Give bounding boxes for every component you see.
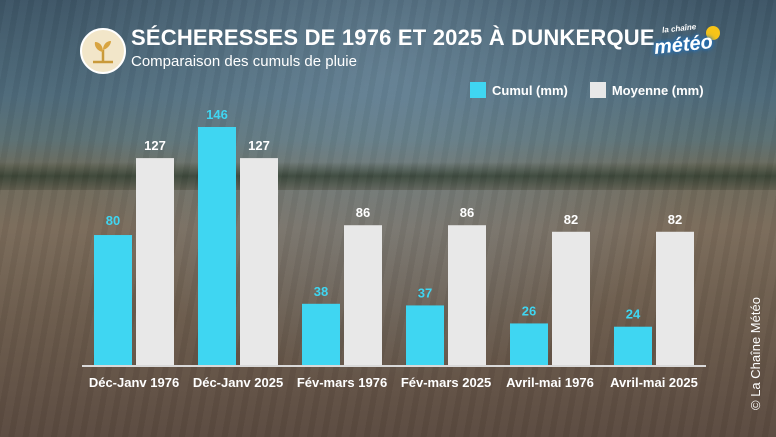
page-subtitle: Comparaison des cumuls de pluie	[131, 53, 357, 70]
page-title: SÉCHERESSES DE 1976 ET 2025 À DUNKERQUE	[131, 25, 655, 50]
legend-swatch-cumul	[470, 82, 486, 98]
data-label-cumul: 146	[206, 107, 228, 122]
data-label-moyenne: 82	[564, 212, 578, 227]
bar-cumul	[94, 235, 132, 366]
copyright-credit: © La Chaîne Météo	[748, 297, 763, 410]
x-tick-label: Fév-mars 1976	[297, 375, 387, 390]
x-tick-label: Déc-Janv 1976	[89, 375, 179, 390]
bar-moyenne	[552, 231, 590, 366]
data-label-moyenne: 127	[144, 138, 166, 153]
x-tick-label: Fév-mars 2025	[401, 375, 491, 390]
data-label-moyenne: 127	[248, 138, 270, 153]
bar-moyenne	[240, 158, 278, 366]
data-label-cumul: 80	[106, 213, 120, 228]
legend-label-cumul: Cumul (mm)	[492, 82, 568, 98]
x-tick-label: Déc-Janv 2025	[193, 375, 283, 390]
chart-legend: Cumul (mm) Moyenne (mm)	[470, 82, 726, 98]
bar-moyenne	[344, 225, 382, 366]
data-label-moyenne: 82	[668, 212, 682, 227]
bar-moyenne	[136, 158, 174, 366]
bar-cumul	[302, 303, 340, 366]
bar-moyenne	[448, 225, 486, 366]
la-chaine-meteo-logo: la chaîne météo	[652, 22, 724, 66]
data-label-moyenne: 86	[356, 205, 370, 220]
data-label-moyenne: 86	[460, 205, 474, 220]
drought-plant-icon	[80, 28, 126, 74]
bar-cumul	[614, 326, 652, 366]
legend-swatch-moyenne	[589, 82, 606, 98]
data-label-cumul: 24	[626, 307, 641, 322]
bar-cumul	[198, 127, 236, 366]
background-treeline	[0, 162, 776, 190]
data-label-cumul: 37	[418, 285, 432, 300]
data-label-cumul: 38	[314, 284, 328, 299]
sun-icon	[706, 26, 720, 40]
x-tick-label: Avril-mai 1976	[506, 375, 594, 390]
bar-cumul	[406, 305, 444, 366]
bar-cumul	[510, 323, 548, 366]
data-label-cumul: 26	[522, 303, 536, 318]
x-tick-label: Avril-mai 2025	[610, 375, 698, 390]
legend-label-moyenne: Moyenne (mm)	[611, 82, 704, 98]
bar-moyenne	[656, 231, 694, 366]
